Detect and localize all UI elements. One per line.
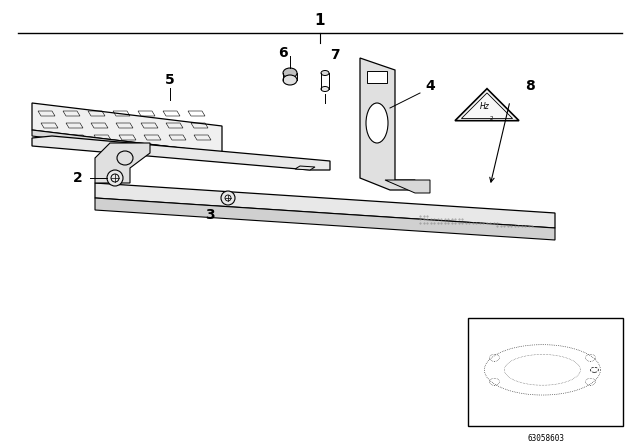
Ellipse shape xyxy=(321,70,329,76)
Text: 8: 8 xyxy=(525,79,535,93)
Polygon shape xyxy=(295,166,315,170)
Polygon shape xyxy=(95,198,555,240)
Text: Hz: Hz xyxy=(480,102,490,111)
Text: 3: 3 xyxy=(205,208,215,222)
Polygon shape xyxy=(32,136,330,170)
Ellipse shape xyxy=(366,103,388,143)
Polygon shape xyxy=(32,103,222,153)
Bar xyxy=(367,71,387,83)
Ellipse shape xyxy=(283,68,297,78)
Text: 2: 2 xyxy=(489,116,493,121)
Circle shape xyxy=(221,191,235,205)
Polygon shape xyxy=(95,143,150,183)
Text: 2: 2 xyxy=(73,171,83,185)
Polygon shape xyxy=(385,180,430,193)
Text: 1: 1 xyxy=(315,13,325,27)
Ellipse shape xyxy=(283,75,297,85)
Bar xyxy=(468,318,623,426)
Ellipse shape xyxy=(321,86,329,91)
Text: 7: 7 xyxy=(330,48,340,62)
Text: 63058603: 63058603 xyxy=(527,434,564,443)
Polygon shape xyxy=(32,130,222,159)
Polygon shape xyxy=(95,183,555,228)
Circle shape xyxy=(107,170,123,186)
Polygon shape xyxy=(455,89,519,121)
Text: 4: 4 xyxy=(425,79,435,93)
Polygon shape xyxy=(360,58,415,190)
Text: 6: 6 xyxy=(278,46,288,60)
Text: 5: 5 xyxy=(165,73,175,87)
